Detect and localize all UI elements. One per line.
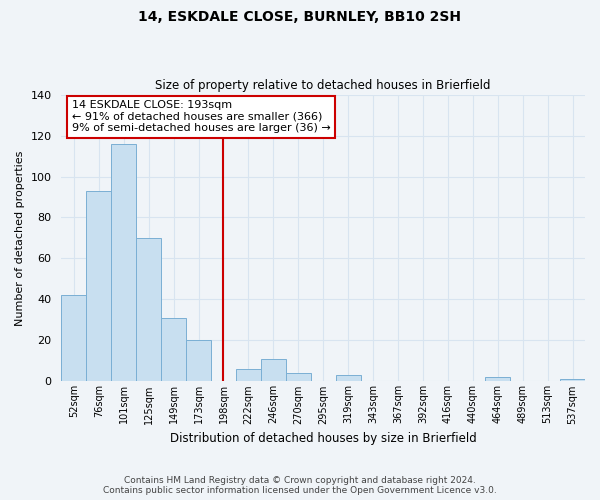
Text: 14 ESKDALE CLOSE: 193sqm
← 91% of detached houses are smaller (366)
9% of semi-d: 14 ESKDALE CLOSE: 193sqm ← 91% of detach… xyxy=(72,100,331,134)
Text: Contains HM Land Registry data © Crown copyright and database right 2024.
Contai: Contains HM Land Registry data © Crown c… xyxy=(103,476,497,495)
Bar xyxy=(286,373,311,382)
Title: Size of property relative to detached houses in Brierfield: Size of property relative to detached ho… xyxy=(155,79,491,92)
Y-axis label: Number of detached properties: Number of detached properties xyxy=(15,150,25,326)
Bar xyxy=(136,238,161,382)
Bar xyxy=(485,378,510,382)
Text: 14, ESKDALE CLOSE, BURNLEY, BB10 2SH: 14, ESKDALE CLOSE, BURNLEY, BB10 2SH xyxy=(139,10,461,24)
Bar xyxy=(86,191,111,382)
Bar xyxy=(61,296,86,382)
Bar xyxy=(236,369,261,382)
Bar xyxy=(560,380,585,382)
Bar xyxy=(161,318,186,382)
Bar xyxy=(186,340,211,382)
X-axis label: Distribution of detached houses by size in Brierfield: Distribution of detached houses by size … xyxy=(170,432,476,445)
Bar xyxy=(111,144,136,382)
Bar xyxy=(335,375,361,382)
Bar xyxy=(261,359,286,382)
